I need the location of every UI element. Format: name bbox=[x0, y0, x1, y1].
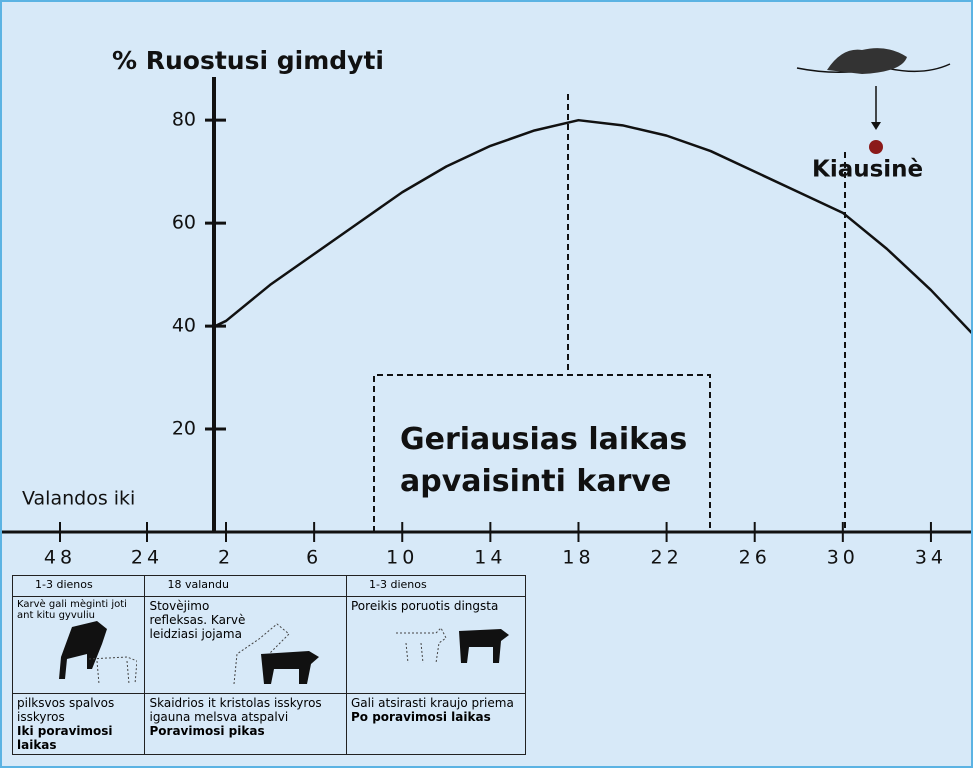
cow-icon bbox=[351, 613, 521, 673]
y-tick-label: 40 bbox=[172, 315, 196, 337]
x-tick-label: 22 bbox=[651, 547, 683, 569]
egg-icon bbox=[869, 140, 883, 154]
y-tick-label: 60 bbox=[172, 212, 196, 234]
cow-icon bbox=[149, 599, 339, 691]
x-tick-label: 26 bbox=[739, 547, 771, 569]
x-tick-label: 6 bbox=[306, 547, 322, 569]
x-tick-label: 2 bbox=[218, 547, 234, 569]
period: 18 valandu bbox=[145, 576, 347, 597]
page: % Ruostusi gimdyti Valandos iki Geriausi… bbox=[0, 0, 973, 768]
phase: Iki poravimosi laikas bbox=[17, 724, 113, 752]
x-tick-label: 34 bbox=[915, 547, 947, 569]
x-axis-label: Valandos iki bbox=[22, 488, 135, 510]
sign: Skaidrios it kristolas isskyros igauna m… bbox=[149, 696, 342, 724]
x-tick-label: 24 bbox=[131, 547, 163, 569]
behavior: Poreikis poruotis dingsta bbox=[351, 599, 521, 613]
annotation-egg: Kiausinè bbox=[812, 157, 923, 183]
x-tick-label: 10 bbox=[386, 547, 418, 569]
y-tick-label: 80 bbox=[172, 109, 196, 131]
x-tick-label: 48 bbox=[44, 547, 76, 569]
sign: Gali atsirasti kraujo priema bbox=[351, 696, 521, 710]
phase: Poravimosi pikas bbox=[149, 724, 264, 738]
y-tick-label: 20 bbox=[172, 418, 196, 440]
period: 1-3 dienos bbox=[347, 576, 526, 597]
period: 1-3 dienos bbox=[13, 576, 145, 597]
x-tick-label: 30 bbox=[827, 547, 859, 569]
chart-title: % Ruostusi gimdyti bbox=[112, 46, 384, 75]
x-tick-label: 14 bbox=[474, 547, 506, 569]
curve bbox=[215, 120, 973, 336]
phase: Po poravimosi laikas bbox=[351, 710, 491, 724]
parasite-icon bbox=[797, 48, 950, 130]
behavior: Karvè gali mèginti joti ant kitu gyvuliu bbox=[17, 599, 127, 621]
sign: pilksvos spalvos isskyros bbox=[17, 696, 140, 724]
x-tick-label: 18 bbox=[562, 547, 594, 569]
